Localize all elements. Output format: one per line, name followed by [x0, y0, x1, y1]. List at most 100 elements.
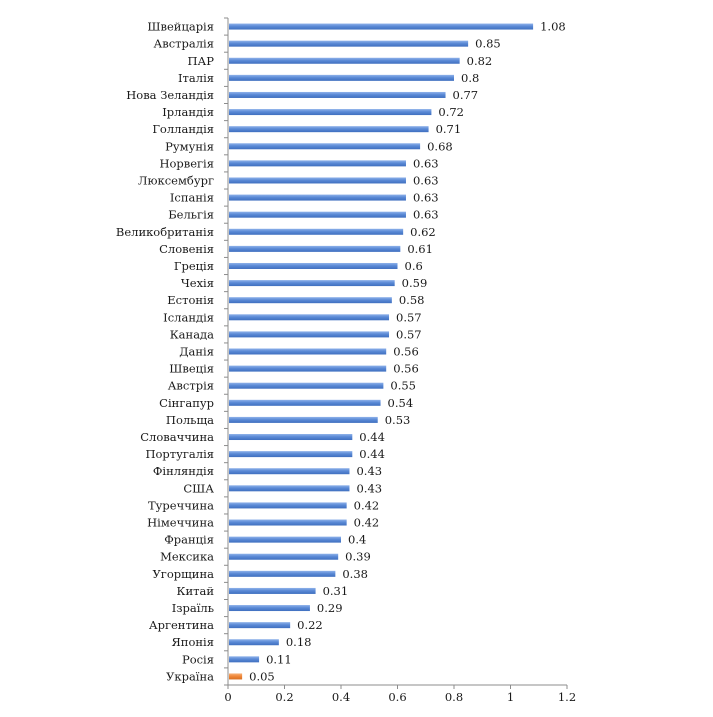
- value-label: 0.44: [359, 447, 385, 461]
- category-label: Словаччина: [140, 430, 214, 444]
- bar: [229, 502, 347, 509]
- x-tick-label: 0.4: [332, 690, 350, 704]
- category-label: Мексика: [160, 550, 214, 564]
- value-label: 0.72: [438, 105, 464, 119]
- bar: [229, 297, 392, 304]
- bar: [229, 553, 339, 560]
- value-label: 0.58: [399, 293, 425, 307]
- category-label: Австрія: [168, 379, 214, 393]
- bar: [229, 109, 432, 116]
- value-label: 0.42: [354, 516, 380, 530]
- value-label: 0.42: [354, 498, 380, 512]
- value-label: 0.62: [410, 225, 436, 239]
- category-label: Сінгапур: [159, 396, 214, 410]
- category-label: Японія: [172, 635, 214, 649]
- category-label: Росія: [182, 652, 214, 666]
- value-label: 0.31: [323, 584, 349, 598]
- x-tick-label: 1: [507, 690, 514, 704]
- bar: [229, 622, 291, 629]
- category-label: Швейцарія: [147, 20, 214, 34]
- category-label: Румунія: [165, 139, 214, 153]
- bar: [229, 536, 341, 543]
- category-label: Швеція: [169, 362, 214, 376]
- value-label: 0.6: [405, 259, 423, 273]
- x-tick-label: 0.8: [445, 690, 463, 704]
- value-label: 0.57: [396, 327, 422, 341]
- bar: [229, 40, 469, 47]
- bar: [229, 177, 406, 184]
- category-label: Словенія: [159, 242, 214, 256]
- value-label: 0.29: [317, 601, 343, 615]
- category-label: Греція: [174, 259, 214, 273]
- category-label: Італія: [178, 71, 214, 85]
- category-label: Китай: [177, 584, 215, 598]
- value-label: 0.63: [413, 191, 439, 205]
- bar: [229, 211, 406, 218]
- bar: [229, 126, 429, 133]
- bar: [229, 331, 390, 338]
- category-label: Португалія: [145, 447, 214, 461]
- bar: [229, 416, 378, 423]
- category-label: Фінляндія: [153, 464, 214, 478]
- value-label: 0.56: [393, 345, 419, 359]
- value-label: 0.56: [393, 362, 419, 376]
- category-label: Данія: [179, 345, 214, 359]
- category-label: Нова Зеландія: [126, 88, 214, 102]
- value-label: 0.18: [286, 635, 312, 649]
- category-label: США: [183, 481, 214, 495]
- bar: [229, 91, 446, 98]
- category-label: Іспанія: [170, 191, 214, 205]
- bar: [229, 314, 390, 321]
- category-label: ПАР: [188, 54, 215, 68]
- category-label: Аргентина: [149, 618, 214, 632]
- bar: [229, 245, 401, 252]
- category-label: Люксембург: [138, 173, 214, 187]
- category-label: Україна: [166, 669, 214, 683]
- category-label: Німеччина: [147, 516, 214, 530]
- x-tick-label: 0: [224, 690, 231, 704]
- value-label: 0.8: [461, 71, 479, 85]
- category-label: Чехія: [181, 276, 214, 290]
- bar: [229, 519, 347, 526]
- bar: [229, 160, 406, 167]
- value-label: 0.59: [402, 276, 428, 290]
- category-label: Франція: [164, 533, 214, 547]
- value-label: 1.08: [540, 20, 566, 34]
- value-label: 0.39: [345, 550, 371, 564]
- bar: [229, 468, 350, 475]
- bar: [229, 382, 384, 389]
- value-label: 0.05: [249, 669, 275, 683]
- value-label: 0.63: [413, 208, 439, 222]
- category-label: Угорщина: [153, 567, 215, 581]
- category-label: Канада: [170, 327, 214, 341]
- bar: [229, 23, 534, 30]
- bar: [229, 262, 398, 269]
- category-label: Ірландія: [162, 105, 214, 119]
- labels-layer: 0 0.2 0.4 0.6 0.8 1 1.2 Швейцарія 1.08 Австралія 0…: [116, 20, 576, 704]
- value-label: 0.22: [297, 618, 323, 632]
- value-label: 0.63: [413, 156, 439, 170]
- bar: [229, 365, 387, 372]
- value-label: 0.54: [388, 396, 414, 410]
- value-label: 0.43: [356, 481, 382, 495]
- x-tick-label: 1.2: [558, 690, 576, 704]
- bar-highlight: [229, 673, 243, 680]
- value-label: 0.38: [342, 567, 368, 581]
- value-label: 0.61: [407, 242, 433, 256]
- value-label: 0.44: [359, 430, 385, 444]
- bars-layer: [229, 23, 534, 680]
- bar: [229, 434, 353, 441]
- category-label: Австралія: [154, 37, 214, 51]
- bar: [229, 570, 336, 577]
- bar: [229, 57, 460, 64]
- category-label: Бельгія: [168, 208, 214, 222]
- category-label: Ізраїль: [172, 601, 214, 615]
- bar: [229, 605, 310, 612]
- value-label: 0.85: [475, 37, 501, 51]
- value-label: 0.11: [266, 652, 292, 666]
- category-label: Голландія: [152, 122, 214, 136]
- value-label: 0.82: [467, 54, 493, 68]
- bar: [229, 451, 353, 458]
